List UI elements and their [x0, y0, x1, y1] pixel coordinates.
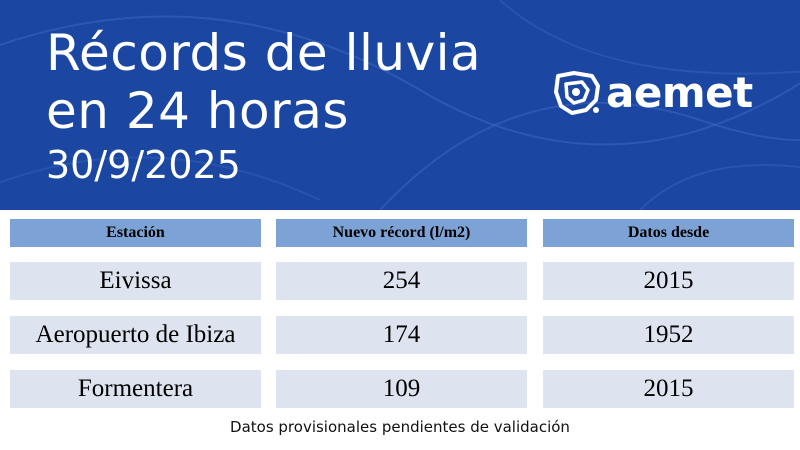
table-row-2-since: 1952 [543, 316, 794, 354]
footnote: Datos provisionales pendientes de valida… [230, 418, 570, 436]
title-line-2: en 24 horas [46, 82, 349, 140]
table-row-3-station: Formentera [10, 370, 261, 408]
column-header-record: Nuevo récord (l/m2) [276, 219, 527, 247]
aemet-logo-icon [554, 71, 600, 115]
table-row-1-station: Eivissa [10, 262, 261, 300]
table-row-2-record: 174 [276, 316, 527, 354]
header-banner: Récords de lluvia en 24 horas 30/9/2025 … [0, 0, 800, 210]
aemet-logo-text: aemet [606, 68, 753, 117]
column-header-since: Datos desde [543, 219, 794, 247]
title-line-1: Récords de lluvia [46, 24, 482, 82]
decorative-waves [0, 0, 800, 210]
page-title: Récords de lluvia en 24 horas [46, 24, 481, 140]
table-row-1-record: 254 [276, 262, 527, 300]
records-table: Estación Nuevo récord (l/m2) Datos desde… [0, 210, 800, 410]
date-label: 30/9/2025 [46, 143, 241, 187]
aemet-logo: aemet [552, 68, 762, 118]
table-row-3-record: 109 [276, 370, 527, 408]
table-row-2-station: Aeropuerto de Ibiza [10, 316, 261, 354]
column-header-station: Estación [10, 219, 261, 247]
table-row-1-since: 2015 [543, 262, 794, 300]
table-row-3-since: 2015 [543, 370, 794, 408]
